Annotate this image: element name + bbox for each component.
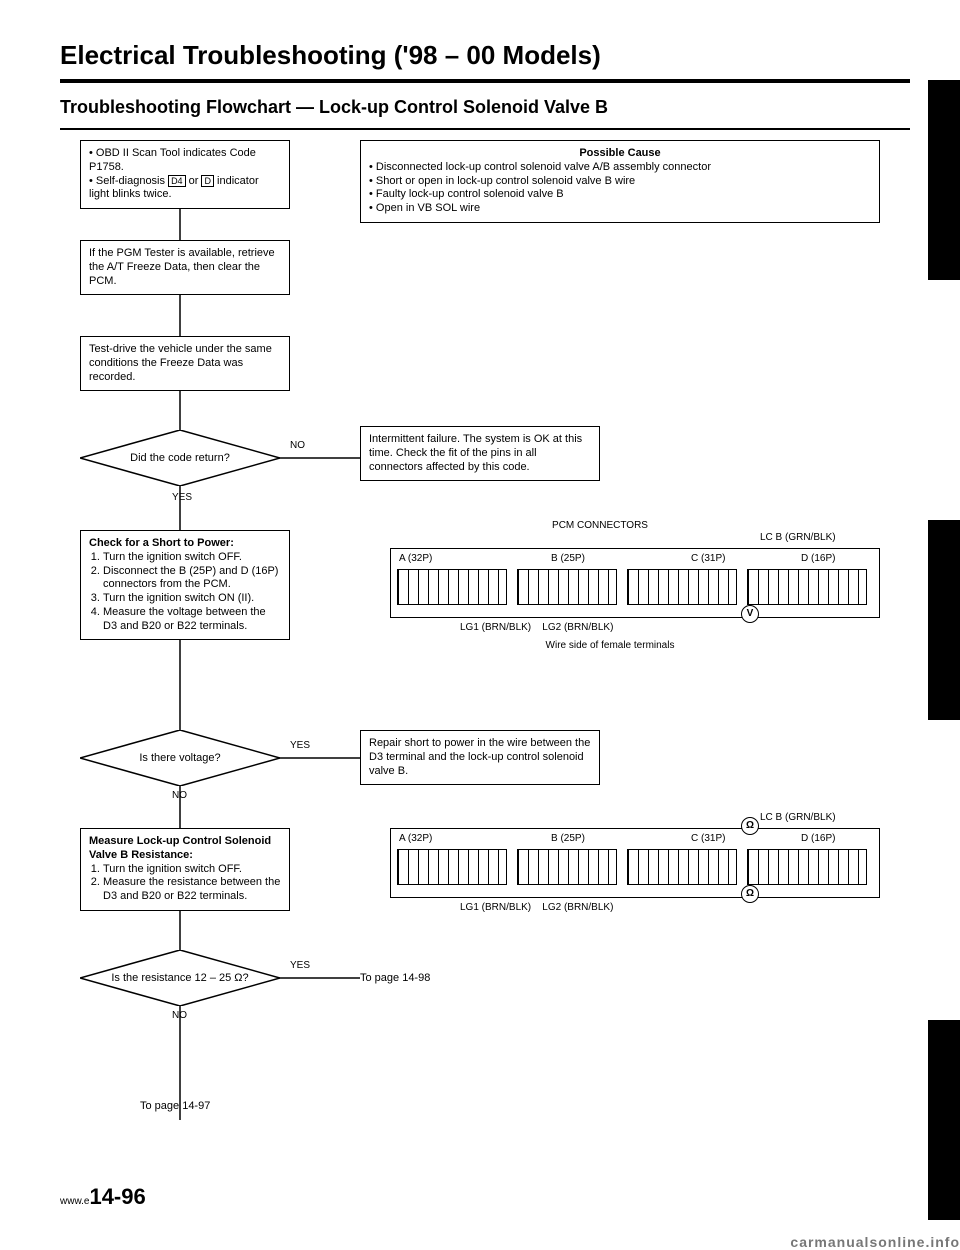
possible-cause-box: Possible Cause Disconnected lock-up cont… <box>360 140 880 223</box>
lg1-label: LG1 (BRN/BLK) <box>460 622 531 633</box>
conn-b: B (25P) <box>551 553 585 564</box>
footer-left: www.e14-96 <box>60 1184 146 1210</box>
li: Disconnected lock-up control solenoid va… <box>369 161 871 175</box>
no-label: NO <box>290 440 305 453</box>
result-box: Intermittent failure. The system is OK a… <box>360 426 600 481</box>
li: Turn the ignition switch ON (II). <box>103 592 281 606</box>
binder-tab-top <box>928 80 960 280</box>
box-title: Measure Lock-up Control Solenoid Valve B… <box>89 835 281 863</box>
rule <box>60 128 910 130</box>
pcm-title: PCM CONNECTORS <box>500 520 700 533</box>
li: Turn the ignition switch OFF. <box>103 863 281 877</box>
start-box: • OBD II Scan Tool indicates Code P1758.… <box>80 140 290 209</box>
li: Measure the voltage between the D3 and B… <box>103 606 281 634</box>
text: • OBD II Scan Tool indicates Code P1758. <box>89 147 281 175</box>
t: or <box>186 175 202 187</box>
footer: www.e14-96 <box>60 1184 910 1210</box>
lg1-label: LG1 (BRN/BLK) <box>460 902 531 913</box>
conn-d: D (16P) <box>801 833 835 844</box>
to-page-ref: To page 14-97 <box>140 1100 210 1114</box>
page: Electrical Troubleshooting ('98 – 00 Mod… <box>0 0 960 1250</box>
conn-c: C (31P) <box>691 553 725 564</box>
lg2-label: LG2 (BRN/BLK) <box>542 902 613 913</box>
conn-a: A (32P) <box>399 553 432 564</box>
li: Turn the ignition switch OFF. <box>103 551 281 565</box>
page-title: Electrical Troubleshooting ('98 – 00 Mod… <box>60 40 910 71</box>
result-box: Repair short to power in the wire betwee… <box>360 730 600 785</box>
indicator-icon: D <box>201 175 214 187</box>
step-box: If the PGM Tester is available, retrieve… <box>80 240 290 295</box>
wire-side-note: Wire side of female terminals <box>500 640 720 653</box>
t: • Self-diagnosis <box>89 175 168 187</box>
decision-label: Is there voltage? <box>90 752 270 764</box>
rule <box>60 79 910 83</box>
box-title: Possible Cause <box>369 147 871 161</box>
indicator-icon: D4 <box>168 175 186 187</box>
decision: Did the code return? <box>80 430 280 486</box>
yes-label: YES <box>290 740 310 753</box>
watermark: carmanualsonline.info <box>790 1234 960 1250</box>
text: • Self-diagnosis D4 or D indicator light… <box>89 175 281 203</box>
page-number: 14-96 <box>89 1184 145 1209</box>
wire-label: LC B (GRN/BLK) <box>760 532 836 545</box>
conn-a: A (32P) <box>399 833 432 844</box>
no-label: NO <box>172 1010 187 1023</box>
li: Open in VB SOL wire <box>369 202 871 216</box>
li: Disconnect the B (25P) and D (16P) conne… <box>103 565 281 593</box>
li: Measure the resistance between the D3 an… <box>103 876 281 904</box>
step-box: Test-drive the vehicle under the same co… <box>80 336 290 391</box>
conn-d: D (16P) <box>801 553 835 564</box>
step-box: Measure Lock-up Control Solenoid Valve B… <box>80 828 290 911</box>
conn-c: C (31P) <box>691 833 725 844</box>
meter-icon: V <box>741 605 759 623</box>
meter-icon: Ω <box>741 885 759 903</box>
meter-icon: Ω <box>741 817 759 835</box>
wire-label: LC B (GRN/BLK) <box>760 812 836 825</box>
no-label: NO <box>172 790 187 803</box>
pcm-diagram-ohm: A (32P) B (25P) C (31P) D (16P) Ω Ω <box>390 828 880 898</box>
decision-label: Did the code return? <box>90 452 270 464</box>
lg2-label: LG2 (BRN/BLK) <box>542 622 613 633</box>
box-title: Check for a Short to Power: <box>89 537 281 551</box>
conn-b: B (25P) <box>551 833 585 844</box>
yes-label: YES <box>172 492 192 505</box>
binder-tab-mid <box>928 520 960 720</box>
to-page-ref: To page 14-98 <box>360 972 430 986</box>
pcm-diagram-v: A (32P) B (25P) C (31P) D (16P) V <box>390 548 880 618</box>
section-title: Troubleshooting Flowchart — Lock-up Cont… <box>60 97 910 118</box>
decision-label: Is the resistance 12 – 25 Ω? <box>90 972 270 984</box>
yes-label: YES <box>290 960 310 973</box>
li: Short or open in lock-up control solenoi… <box>369 175 871 189</box>
binder-tab-bottom <box>928 1020 960 1220</box>
step-box: Check for a Short to Power: Turn the ign… <box>80 530 290 640</box>
footer-url-frag: www.e <box>60 1196 89 1207</box>
decision: Is there voltage? <box>80 730 280 786</box>
flowchart-canvas: • OBD II Scan Tool indicates Code P1758.… <box>60 140 910 1160</box>
decision: Is the resistance 12 – 25 Ω? <box>80 950 280 1006</box>
li: Faulty lock-up control solenoid valve B <box>369 188 871 202</box>
